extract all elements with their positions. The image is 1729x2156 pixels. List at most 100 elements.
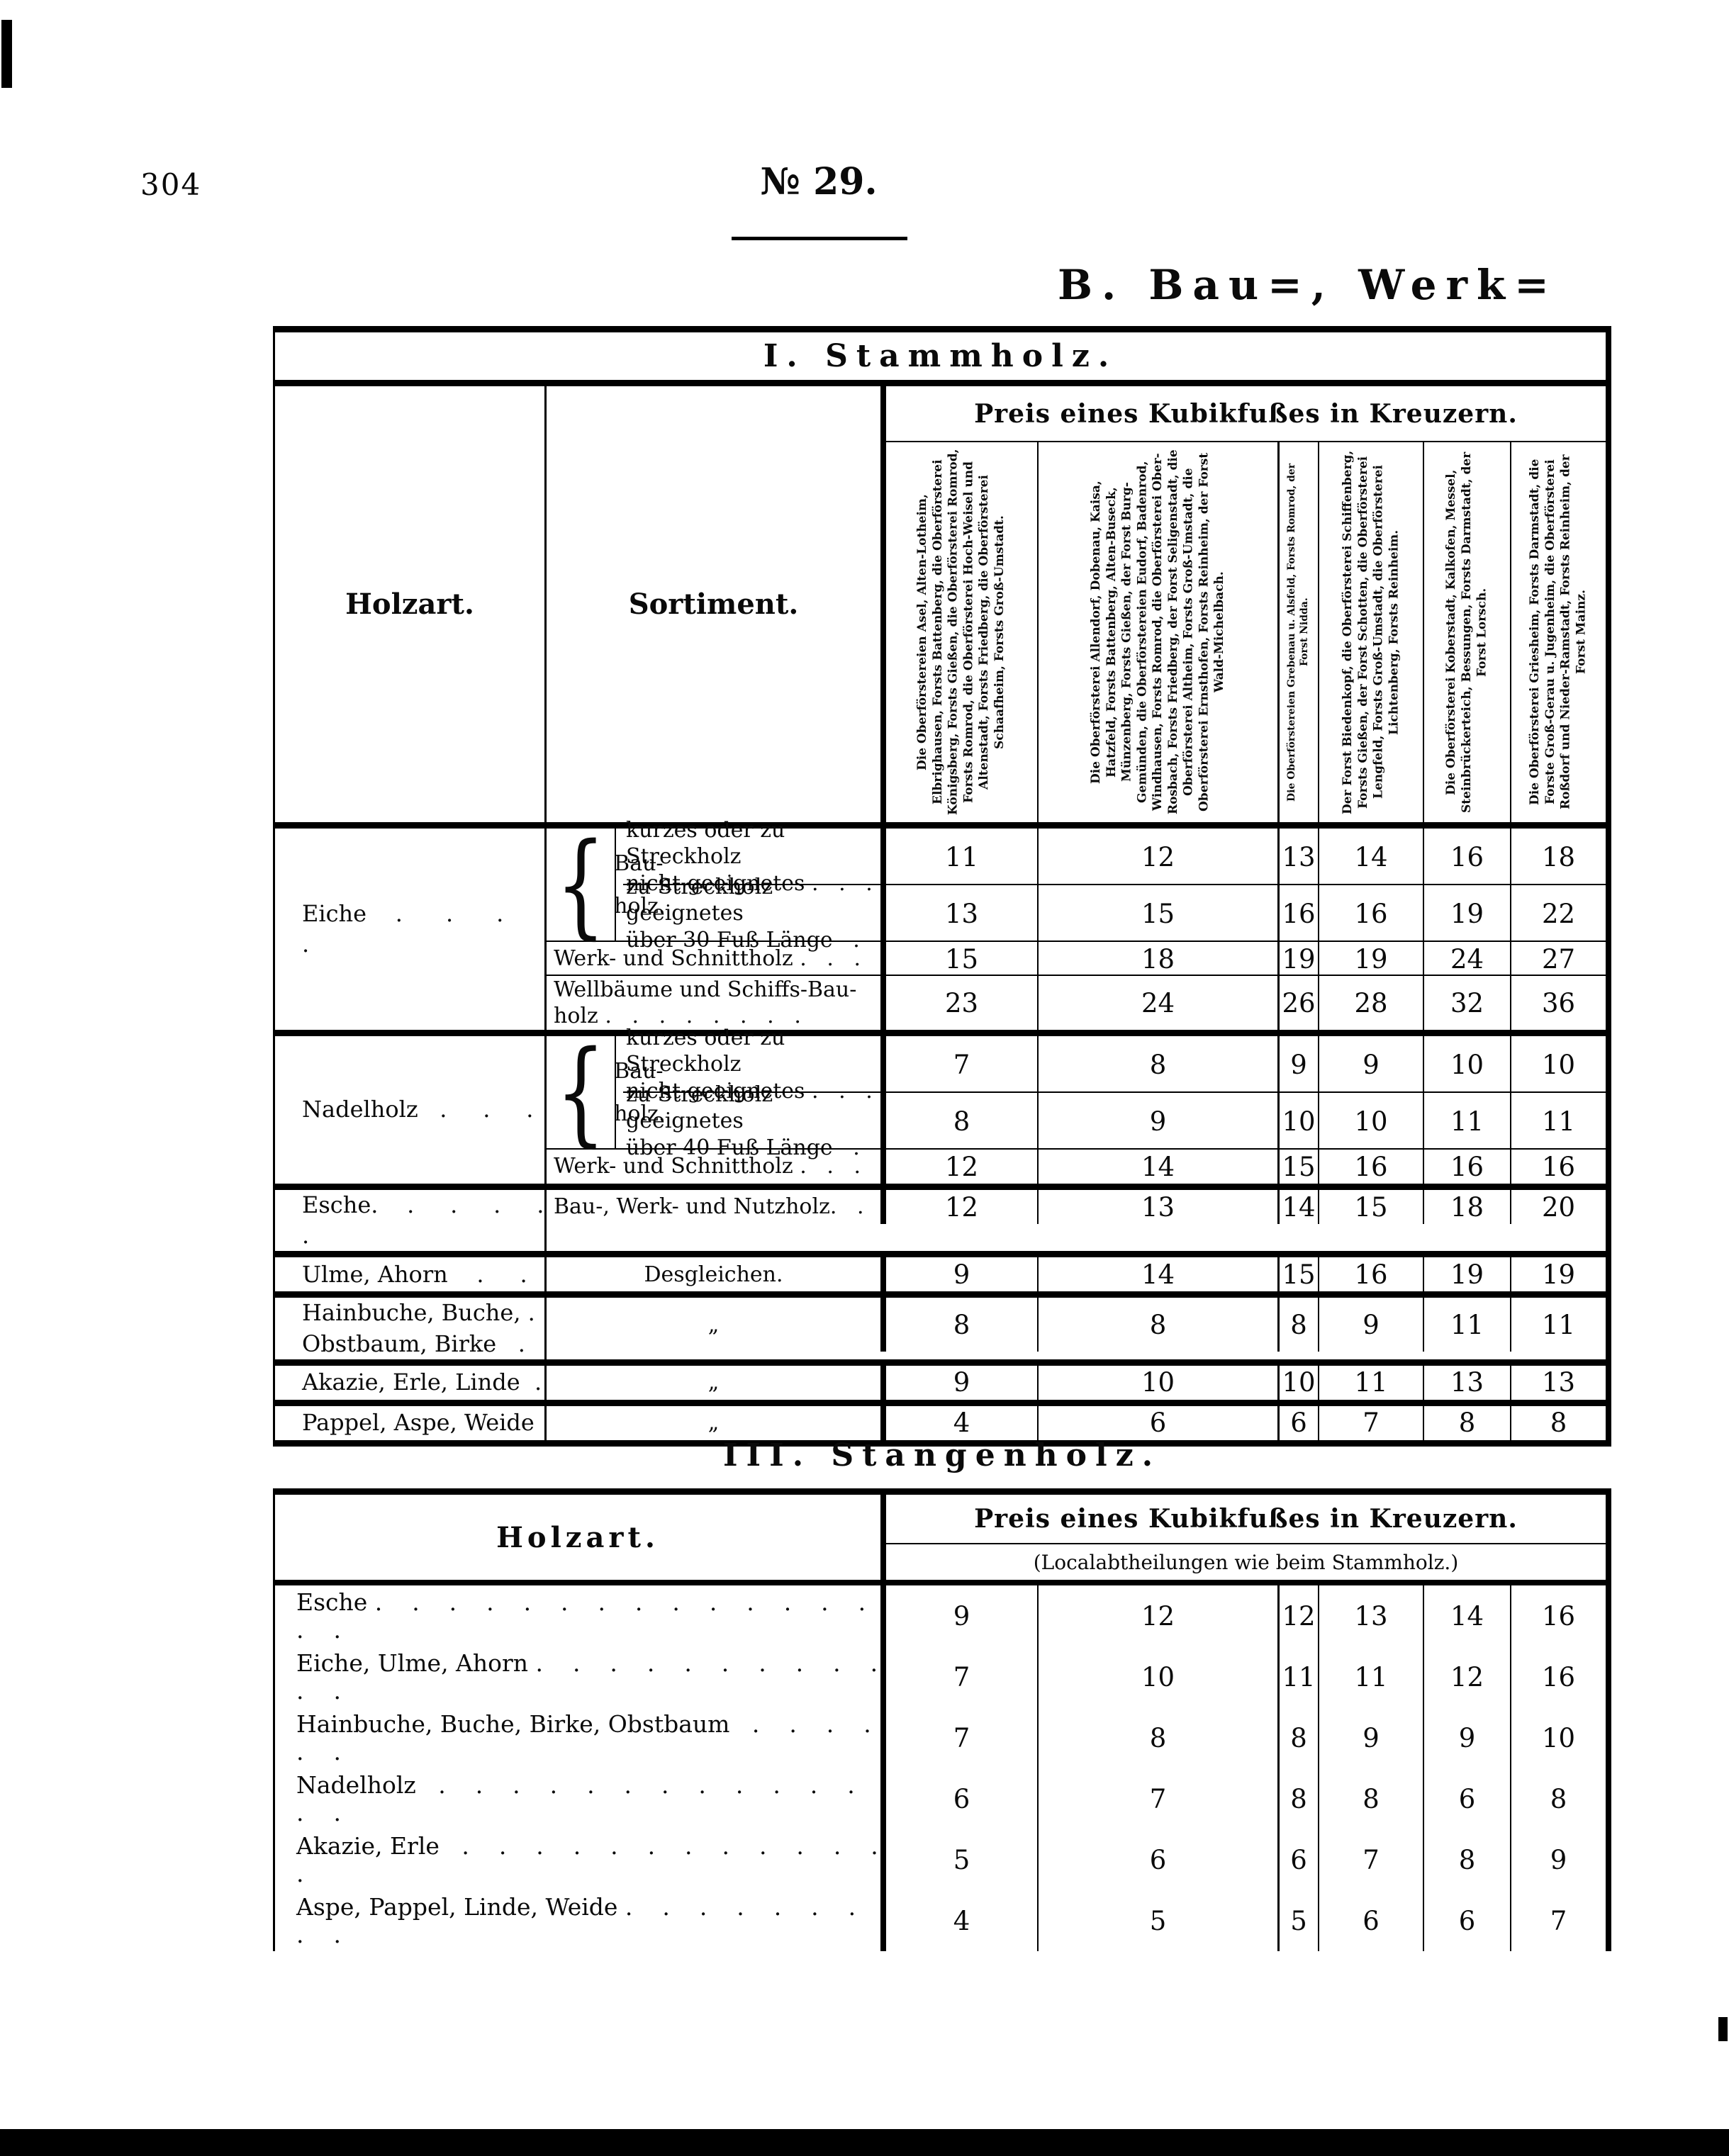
price-cell: 6 [1280, 1405, 1319, 1440]
sortiment-cell: Wellbäume und Schiffs-Bau- holz . . . . … [547, 976, 886, 1030]
bauholz-brace-group: {Bau- holz. [547, 819, 666, 951]
price-cell: 6 [1280, 1829, 1319, 1890]
price-cell: 8 [1039, 1036, 1280, 1093]
bauholz-label: Bau- holz. [614, 1059, 666, 1126]
sortiment-cell: „ [547, 1298, 886, 1352]
price-cell: 4 [886, 1405, 1039, 1440]
price-cell: 23 [886, 976, 1039, 1030]
price-cell: 11 [886, 829, 1039, 885]
species-block: Ulme, Ahorn . . Desgleichen. 9 14 15 16 19 19 [275, 1257, 1606, 1298]
price-cell: 16 [1319, 1257, 1424, 1292]
species-block: Pappel, Aspe, Weide „ 4 6 6 7 8 8 [275, 1405, 1606, 1440]
district-header-text: Die Oberförstereien Asel, Alten-Lotheim,… [915, 449, 1007, 816]
price-header-area: Preis eines Kubikfußes in Kreuzern. Die … [886, 386, 1606, 822]
price-cell: 15 [886, 942, 1039, 976]
district-header: Der Forst Biedenkopf, die Oberförsterei … [1319, 442, 1424, 822]
district-header-text: Die Oberförstereien Grebenau u. Alsfeld,… [1286, 463, 1310, 802]
row-label: Hainbuche, Buche, Birke, Obstbaum . . . … [275, 1707, 886, 1768]
table-row: Esche . . . . . . . . . . . . . . . . 9 12… [275, 1585, 1606, 1646]
price-cell: 8 [1280, 1707, 1319, 1768]
species-block: Esche. . . . . . Bau-, Werk- und Nutzholz… [275, 1190, 1606, 1258]
price-cell: 11 [1424, 1093, 1511, 1150]
price-cell: 8 [1550, 1408, 1567, 1439]
price-cell: 18 [1039, 942, 1280, 976]
price-cell: 6 [886, 1768, 1039, 1829]
species-block: Eiche . . . . kurzes oder zu Streckholz n… [275, 818, 1606, 1036]
price-cell: 24 [1424, 942, 1511, 976]
price-cell: 7 [886, 1707, 1039, 1768]
price-cell: 16 [1319, 1150, 1424, 1184]
price-cell: 8 [886, 1093, 1039, 1150]
price-cell: 9 [1424, 1707, 1511, 1768]
price-cell: 8 [1550, 1783, 1567, 1814]
price-cell: 7 [886, 1036, 1039, 1093]
district-header-text: Die Oberförsterei Allendorf, Dobenau, Ka… [1088, 449, 1226, 815]
price-cell: 19 [1541, 1259, 1576, 1290]
price-cell: 12 [1280, 1585, 1319, 1646]
price-cell: 10 [1039, 1365, 1280, 1400]
stangenholz-body: Esche . . . . . . . . . . . . . . . . 9 12… [275, 1585, 1606, 1951]
price-cell: 13 [886, 885, 1039, 942]
price-cell: 9 [1550, 1844, 1567, 1875]
row-label: Aspe, Pappel, Linde, Weide . . . . . . .… [275, 1890, 886, 1951]
district-header: Die Oberförsterei Allendorf, Dobenau, Ka… [1039, 442, 1280, 822]
species-block: Nadelholz . . . kurzes oder zu Streckholz… [275, 1026, 1606, 1190]
species-rows: „ 9 10 10 11 13 13 [547, 1365, 1606, 1400]
price-cell: 14 [1319, 829, 1424, 885]
price-cell: 15 [1280, 1150, 1319, 1184]
price-cell: 19 [1319, 942, 1424, 976]
sortiment-cell: Desgleichen. [547, 1257, 886, 1292]
district-header-text: Die Oberförsterei Griesheim, Forsts Darm… [1528, 454, 1589, 810]
stangenholz-table: Holzart. Preis eines Kubikfußes in Kreuz… [273, 1488, 1611, 1951]
price-cell: 11 [1541, 1106, 1576, 1137]
district-header: Die Oberförstereien Grebenau u. Alsfeld,… [1280, 442, 1319, 822]
table-row: „ 9 10 10 11 13 13 [547, 1365, 1606, 1400]
price-cell: 5 [1280, 1890, 1319, 1951]
price-cell: 14 [1280, 1190, 1319, 1224]
price-cell: 9 [886, 1257, 1039, 1292]
price-cell: 9 [886, 1585, 1039, 1646]
price-cell: 9 [1319, 1707, 1424, 1768]
price-cell: 8 [1319, 1768, 1424, 1829]
table-row: Eiche, Ulme, Ahorn . . . . . . . . . . .… [275, 1646, 1606, 1707]
price-cell: 7 [1319, 1405, 1424, 1440]
sortiment-cell: Bau-, Werk- und Nutzholz. . [547, 1190, 886, 1224]
price-cell: 10 [1280, 1365, 1319, 1400]
price-cell: 8 [1280, 1768, 1319, 1829]
species-rows: kurzes oder zu Streckholz nicht geeignet… [547, 1026, 1606, 1184]
table-row: zu Streckholz geeignetes über 30 Fuß Län… [547, 875, 1606, 953]
price-cell: 12 [1424, 1646, 1511, 1707]
district-header-text: Der Forst Biedenkopf, die Oberförsterei … [1340, 450, 1401, 814]
price-cell: 10 [1541, 1722, 1576, 1753]
table-row: „ 8 8 8 9 11 11 [547, 1298, 1606, 1352]
price-cell: 16 [1541, 1151, 1576, 1182]
table-row: Hainbuche, Buche, Birke, Obstbaum . . . … [275, 1707, 1606, 1768]
species-rows: Desgleichen. 9 14 15 16 19 19 [547, 1257, 1606, 1292]
price-cell: 14 [1424, 1585, 1511, 1646]
price-cell: 13 [1319, 1585, 1424, 1646]
section-heading: B. Bau=, Werk= [1058, 261, 1558, 309]
price-cell: 11 [1280, 1646, 1319, 1707]
table-row: „ 4 6 6 7 8 8 [547, 1405, 1606, 1440]
price-cell: 9 [1319, 1298, 1424, 1352]
price-cell: 10 [1319, 1093, 1424, 1150]
species-label: Ulme, Ahorn . . [275, 1257, 547, 1292]
table-row: zu Streckholz geeignetes über 40 Fuß Län… [547, 1082, 1606, 1160]
price-cell: 24 [1039, 976, 1280, 1030]
price-cell: 15 [1039, 885, 1280, 942]
issue-number: № 29. [760, 160, 878, 203]
brace-icon: { [555, 819, 606, 951]
price-cell: 4 [886, 1890, 1039, 1951]
bauholz-brace-group: {Bau- holz. [547, 1035, 666, 1150]
district-header: Die Oberförsterei Koberstadt, Kalkofen, … [1424, 442, 1511, 822]
price-cell: 11 [1319, 1365, 1424, 1400]
price-cell: 7 [886, 1646, 1039, 1707]
table-row: Desgleichen. 9 14 15 16 19 19 [547, 1257, 1606, 1292]
price-cell: 6 [1039, 1829, 1280, 1890]
price-cell: 13 [1424, 1365, 1511, 1400]
species-label: Akazie, Erle, Linde . [275, 1365, 547, 1400]
table-row: Aspe, Pappel, Linde, Weide . . . . . . .… [275, 1890, 1606, 1951]
price-cell: 7 [1039, 1768, 1280, 1829]
